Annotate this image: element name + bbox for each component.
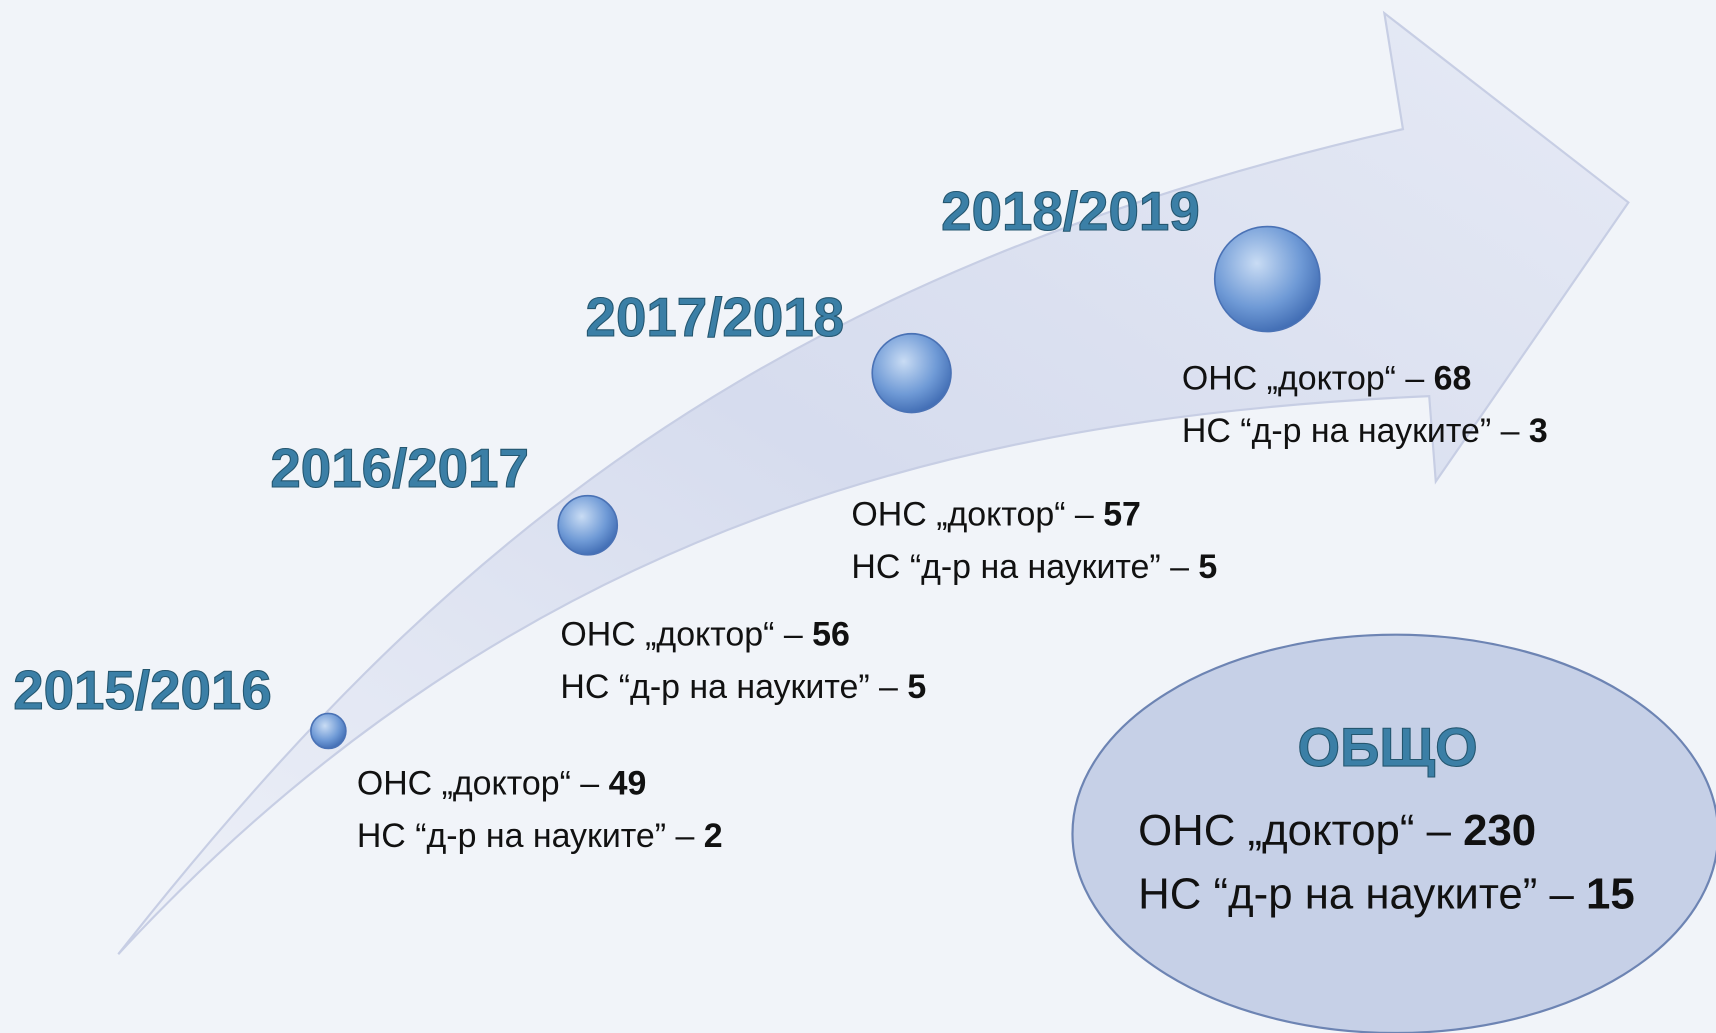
label: ОНС „доктор“ – (560, 616, 802, 654)
total-title: ОБЩО (1298, 716, 1478, 778)
value: 5 (907, 668, 926, 706)
total-ellipse (1071, 633, 1716, 1033)
periods: 2015/2016 ОНС „доктор“ – 49 НС “д-р на нау… (13, 179, 1548, 855)
milestone (871, 332, 952, 414)
total-science: НС “д-р на науките” – 15 (1138, 869, 1635, 918)
period: 2018/2019 ОНС „доктор“ – 68 НС “д-р на нау… (941, 179, 1548, 450)
doctor-line: ОНС „доктор“ – 49 (357, 764, 646, 802)
year: 2017/2018 (586, 286, 845, 348)
science-line: НС “д-р на науките” – 2 (357, 817, 723, 855)
year: 2015/2016 (13, 659, 272, 721)
label: НС “д-р на науките” – (560, 668, 898, 706)
science-line: НС “д-р на науките” – 3 (1182, 412, 1548, 450)
period: 2015/2016 ОНС „доктор“ – 49 НС “д-р на нау… (13, 659, 723, 855)
label: НС “д-р на науките” – (1182, 412, 1520, 450)
year: 2018/2019 (941, 180, 1200, 242)
milestone (310, 712, 347, 750)
science-line: НС “д-р на науките” – 5 (560, 668, 926, 706)
total-doctor: ОНС „доктор“ – 230 (1138, 806, 1536, 855)
label: ОНС „доктор“ – (851, 495, 1093, 533)
milestone (557, 494, 619, 556)
value: 3 (1529, 412, 1548, 450)
year: 2016/2017 (270, 437, 529, 499)
period: 2017/2018 ОНС „доктор“ – 57 НС “д-р на нау… (585, 285, 1217, 586)
doctor-line: ОНС „доктор“ – 68 (1182, 360, 1471, 398)
doctor-line: ОНС „доктор“ – 57 (851, 495, 1140, 533)
period: 2016/2017 ОНС „доктор“ – 56 НС “д-р на нау… (270, 436, 926, 706)
value: 68 (1434, 360, 1472, 398)
value: 230 (1463, 806, 1536, 855)
value: 15 (1586, 869, 1635, 918)
value: 56 (812, 616, 850, 654)
label: ОНС „доктор“ – (1138, 806, 1451, 855)
label: НС “д-р на науките” – (357, 817, 695, 855)
value: 5 (1198, 548, 1217, 586)
label: ОНС „доктор“ – (1182, 360, 1424, 398)
value: 57 (1103, 495, 1141, 533)
milestone (1213, 225, 1321, 333)
doctor-line: ОНС „доктор“ – 56 (560, 616, 849, 654)
total: ОБЩО ОНС „доктор“ – 230 НС “д-р на науки… (1138, 715, 1635, 918)
label: ОНС „доктор“ – (357, 764, 599, 802)
label: НС “д-р на науките” – (1138, 869, 1574, 918)
science-line: НС “д-р на науките” – 5 (851, 548, 1217, 586)
value: 2 (704, 817, 723, 855)
label: НС “д-р на науките” – (851, 548, 1189, 586)
value: 49 (609, 764, 647, 802)
